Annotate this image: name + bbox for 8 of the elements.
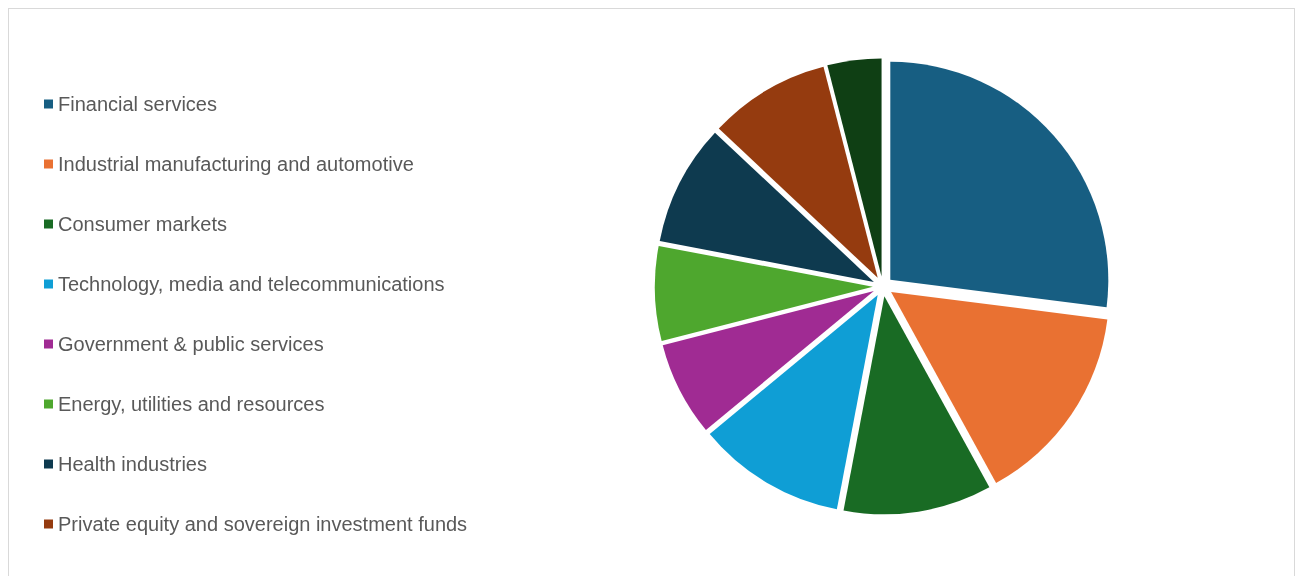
legend-label: Financial services: [58, 93, 217, 115]
legend-label: Private equity and sovereign investment funds: [58, 513, 468, 535]
legend-label: Energy, utilities and resources: [58, 393, 325, 415]
legend-label: Government & public services: [58, 333, 324, 355]
legend-label: Industrial manufacturing and automotive: [58, 153, 414, 175]
legend-label: Technology, media and telecommunications: [58, 273, 445, 295]
legend-label: Health industries: [58, 453, 207, 475]
legend-label: Consumer markets: [58, 213, 227, 235]
